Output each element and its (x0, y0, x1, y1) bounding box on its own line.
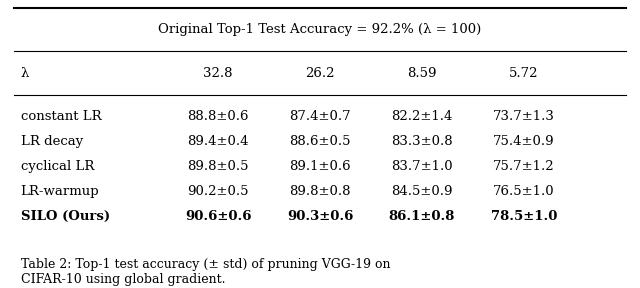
Text: 73.7±1.3: 73.7±1.3 (493, 110, 555, 123)
Text: LR decay: LR decay (20, 135, 83, 148)
Text: 90.2±0.5: 90.2±0.5 (188, 185, 249, 198)
Text: SILO (Ours): SILO (Ours) (20, 210, 109, 223)
Text: 32.8: 32.8 (204, 67, 233, 79)
Text: constant LR: constant LR (20, 110, 101, 123)
Text: 26.2: 26.2 (305, 67, 335, 79)
Text: 8.59: 8.59 (407, 67, 436, 79)
Text: 88.8±0.6: 88.8±0.6 (188, 110, 249, 123)
Text: 90.3±0.6: 90.3±0.6 (287, 210, 353, 223)
Text: Original Top-1 Test Accuracy = 92.2% (λ = 100): Original Top-1 Test Accuracy = 92.2% (λ … (158, 23, 482, 36)
Text: 5.72: 5.72 (509, 67, 539, 79)
Text: 87.4±0.7: 87.4±0.7 (289, 110, 351, 123)
Text: 84.5±0.9: 84.5±0.9 (391, 185, 452, 198)
Text: 76.5±1.0: 76.5±1.0 (493, 185, 555, 198)
Text: 89.4±0.4: 89.4±0.4 (188, 135, 249, 148)
Text: 83.7±1.0: 83.7±1.0 (391, 160, 452, 173)
Text: 75.7±1.2: 75.7±1.2 (493, 160, 555, 173)
Text: 75.4±0.9: 75.4±0.9 (493, 135, 555, 148)
Text: Table 2: Top-1 test accuracy (± std) of pruning VGG-19 on
CIFAR-10 using global : Table 2: Top-1 test accuracy (± std) of … (20, 258, 390, 286)
Text: 89.1±0.6: 89.1±0.6 (289, 160, 351, 173)
Text: LR-warmup: LR-warmup (20, 185, 99, 198)
Text: cyclical LR: cyclical LR (20, 160, 94, 173)
Text: 82.2±1.4: 82.2±1.4 (391, 110, 452, 123)
Text: λ: λ (20, 67, 29, 79)
Text: 89.8±0.8: 89.8±0.8 (289, 185, 351, 198)
Text: 88.6±0.5: 88.6±0.5 (289, 135, 351, 148)
Text: 83.3±0.8: 83.3±0.8 (391, 135, 452, 148)
Text: 90.6±0.6: 90.6±0.6 (185, 210, 252, 223)
Text: 89.8±0.5: 89.8±0.5 (188, 160, 249, 173)
Text: 86.1±0.8: 86.1±0.8 (388, 210, 455, 223)
Text: 78.5±1.0: 78.5±1.0 (491, 210, 557, 223)
